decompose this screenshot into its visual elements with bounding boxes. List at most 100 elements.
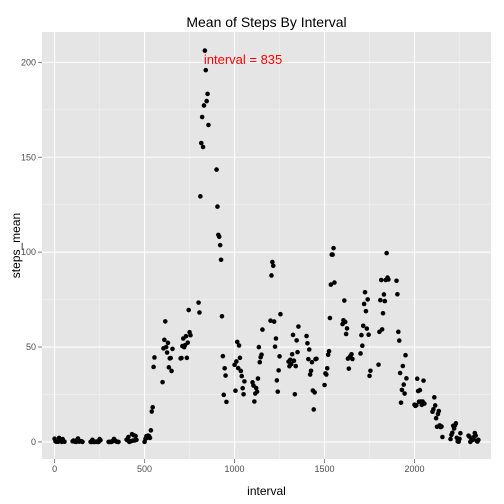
data-point [311, 407, 317, 412]
data-point [367, 373, 372, 379]
data-point [232, 362, 237, 368]
data-point [307, 372, 313, 377]
data-point [403, 352, 408, 358]
data-point [453, 421, 459, 426]
data-point [414, 376, 420, 382]
data-point [203, 67, 209, 73]
data-point [222, 365, 227, 371]
data-point [147, 435, 153, 441]
data-point [278, 311, 283, 317]
data-point [276, 368, 281, 373]
x-tick-label: 0 [52, 464, 57, 474]
data-point [170, 346, 175, 352]
data-point [270, 259, 275, 265]
data-point [290, 332, 296, 338]
data-point [448, 436, 453, 442]
y-axis-ticks: 0 50 100 150 200 [21, 57, 42, 447]
data-point [346, 366, 352, 371]
data-point [234, 359, 239, 364]
data-point [256, 344, 262, 350]
data-point [358, 351, 363, 356]
data-point [204, 98, 209, 104]
data-point [216, 234, 222, 240]
data-point [349, 351, 354, 357]
data-point [275, 389, 281, 394]
data-point [233, 388, 238, 394]
chart-title: Mean of Steps By Interval [186, 14, 346, 30]
data-point [234, 339, 240, 345]
data-point [162, 337, 167, 343]
data-point [436, 408, 442, 414]
data-point [236, 343, 242, 348]
data-point [238, 368, 244, 374]
data-point [133, 433, 138, 439]
data-point [294, 338, 299, 343]
data-point [162, 319, 168, 324]
data-point [401, 382, 407, 387]
data-point [432, 395, 437, 400]
data-point [331, 245, 336, 251]
y-tick-label: 150 [21, 152, 36, 162]
x-tick-label: 2000 [405, 464, 425, 474]
data-point [196, 300, 201, 305]
x-axis-ticks: 0 500 1000 1500 2000 [52, 459, 425, 474]
data-point [169, 368, 174, 374]
data-point [202, 48, 208, 53]
data-point [185, 340, 191, 345]
x-tick-label: 1000 [225, 464, 245, 474]
data-point [304, 333, 309, 339]
data-point [183, 333, 189, 339]
data-point [382, 298, 388, 304]
data-point [271, 319, 277, 324]
data-point [327, 315, 333, 321]
data-point [439, 424, 444, 429]
major-gridlines [42, 32, 491, 459]
data-point [199, 114, 205, 120]
data-point [255, 376, 261, 381]
data-point [289, 351, 295, 357]
data-point [220, 353, 226, 359]
data-point [166, 365, 172, 370]
data-point [179, 355, 184, 361]
data-point [326, 348, 332, 354]
data-point [218, 257, 224, 263]
data-point [362, 289, 368, 295]
x-axis-label: interval [247, 484, 286, 498]
data-point [206, 122, 211, 128]
data-point [404, 376, 409, 381]
data-point [399, 387, 405, 393]
data-point [312, 390, 317, 395]
data-point [80, 439, 85, 445]
data-point [217, 242, 223, 248]
data-point [237, 355, 243, 361]
data-point [152, 355, 157, 360]
data-point [359, 332, 364, 338]
data-point [397, 370, 403, 376]
data-point [98, 437, 103, 443]
data-point [361, 301, 367, 307]
data-point [314, 356, 319, 362]
data-point [288, 361, 294, 367]
data-point [414, 402, 419, 408]
data-point [306, 356, 311, 362]
data-point [214, 167, 219, 172]
y-tick-label: 100 [21, 247, 36, 257]
data-point [332, 280, 337, 285]
data-point [473, 433, 479, 438]
data-point [292, 391, 298, 397]
y-tick-label: 50 [26, 342, 36, 352]
data-point [291, 358, 297, 364]
data-point [306, 347, 312, 352]
data-point [150, 404, 155, 410]
data-point [396, 338, 402, 343]
data-point [422, 401, 427, 406]
data-point [62, 439, 67, 445]
data-point [350, 356, 355, 362]
data-point [200, 144, 206, 150]
data-point [269, 273, 274, 278]
data-point [252, 399, 257, 404]
data-point [328, 282, 334, 287]
data-point [476, 437, 481, 443]
data-point [343, 331, 349, 337]
data-point [205, 91, 210, 97]
